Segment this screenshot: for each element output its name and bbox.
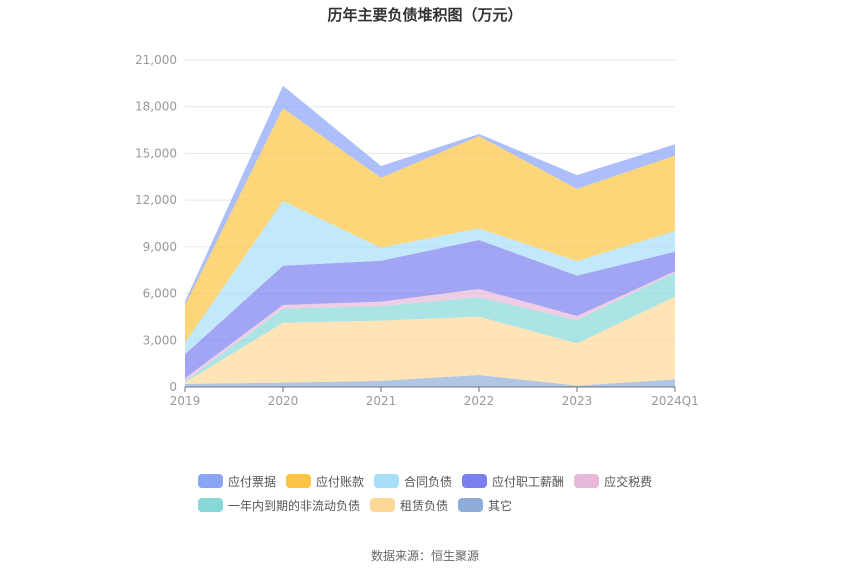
legend-label: 合同负债	[404, 474, 453, 489]
legend-item[interactable]: 应交税费	[574, 474, 653, 489]
x-tick-label: 2021	[366, 394, 397, 408]
legend-swatch	[374, 474, 400, 488]
legend-swatch	[198, 498, 223, 512]
y-tick-label: 21,000	[135, 53, 177, 67]
x-tick-label: 2020	[268, 394, 299, 408]
area-合同负债	[185, 200, 675, 355]
legend-label: 应交税费	[604, 474, 653, 489]
x-tick-label: 2023	[562, 394, 593, 408]
area-一年内到期的非流动负债	[185, 272, 675, 383]
y-tick-label: 3,000	[143, 333, 177, 347]
legend-swatch	[574, 474, 600, 488]
y-tick-label: 12,000	[135, 193, 177, 207]
x-tick-label: 2019	[170, 394, 201, 408]
legend-label: 应付账款	[316, 474, 365, 489]
legend-label: 应付职工薪酬	[492, 474, 565, 489]
legend-swatch	[286, 474, 312, 488]
stacked-area-chart: 0 3,000 6,000 9,000 12,000 15,000 18,000 21,000…	[135, 53, 699, 408]
legend-item[interactable]: 应付账款	[286, 474, 365, 489]
legend-item[interactable]: 其它	[458, 498, 513, 513]
legend-item[interactable]: 应付票据	[198, 474, 277, 489]
legend-label: 一年内到期的非流动负债	[228, 498, 361, 513]
area-租赁负债	[185, 296, 675, 386]
y-tick-label: 9,000	[143, 240, 177, 254]
legend-item[interactable]: 租赁负债	[370, 498, 449, 513]
legend-swatch	[458, 498, 484, 512]
y-tick-label: 15,000	[135, 146, 177, 160]
legend-label: 其它	[488, 498, 513, 513]
chart-title: 历年主要负债堆积图（万元）	[327, 6, 523, 24]
legend-swatch	[198, 474, 223, 488]
data-source: 数据来源：恒生聚源	[370, 549, 479, 563]
legend-item[interactable]: 应付职工薪酬	[462, 474, 565, 489]
x-tick-label: 2022	[464, 394, 495, 408]
y-tick-label: 18,000	[135, 100, 177, 114]
area-应付账款	[185, 108, 675, 343]
x-tick-label: 2024Q1	[651, 394, 699, 408]
y-tick-label: 6,000	[143, 287, 177, 301]
legend-item[interactable]: 合同负债	[374, 474, 453, 489]
area-应付职工薪酬	[185, 240, 675, 379]
legend-item[interactable]: 一年内到期的非流动负债	[198, 498, 361, 513]
legend: 应付票据 应付账款 合同负债 应付职工薪酬 应交税费一年内到期的非流动负债 租赁负债 其它	[198, 474, 678, 522]
legend-swatch	[462, 474, 488, 488]
legend-label: 租赁负债	[400, 498, 449, 513]
area-其它	[185, 375, 675, 387]
legend-swatch	[370, 498, 396, 512]
y-tick-label: 0	[169, 380, 177, 394]
legend-label: 应付票据	[228, 474, 277, 489]
